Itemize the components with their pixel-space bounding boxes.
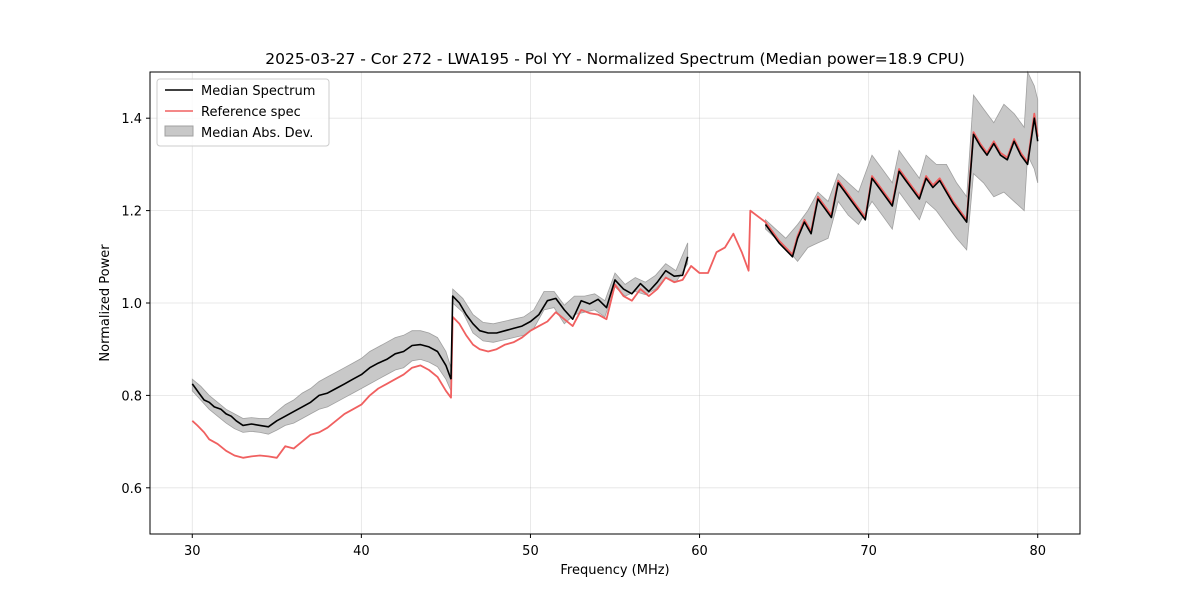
chart-title: 2025-03-27 - Cor 272 - LWA195 - Pol YY -… [265,50,965,68]
x-tick-label: 60 [691,544,708,559]
y-axis-label: Normalized Power [98,244,113,362]
median-line-layer [191,117,1039,428]
x-tick-label: 40 [353,544,370,559]
x-tick-label: 80 [1029,544,1046,559]
y-tick-label: 1.0 [121,297,142,312]
legend-box [156,78,330,147]
x-axis-ticks: 30 40 50 60 70 80 [184,534,1046,559]
y-axis-ticks: 0.6 0.8 1.0 1.2 1.4 [121,112,150,497]
mad-band-area [765,70,1039,263]
legend-median-label: Median Spectrum [201,84,315,99]
y-tick-label: 1.2 [121,205,142,220]
x-tick-label: 50 [522,544,539,559]
median-spectrum-line [191,343,452,428]
legend-band-label: Median Abs. Dev. [201,126,313,141]
legend-band-swatch [164,125,194,137]
legend: Median Spectrum Reference spec Median Ab… [156,78,330,147]
y-tick-label: 0.8 [121,389,142,404]
x-axis-label: Frequency (MHz) [560,563,669,578]
y-tick-label: 0.6 [121,482,142,497]
x-tick-label: 70 [860,544,877,559]
y-tick-label: 1.4 [121,112,142,127]
legend-reference-label: Reference spec [201,105,301,120]
mad-band-layer [191,70,1039,435]
median-spectrum-line [450,256,689,380]
x-tick-label: 30 [184,544,201,559]
reference-line-layer [191,112,1039,459]
reference-spec-line [191,112,1039,459]
median-spectrum-line [764,117,1039,258]
